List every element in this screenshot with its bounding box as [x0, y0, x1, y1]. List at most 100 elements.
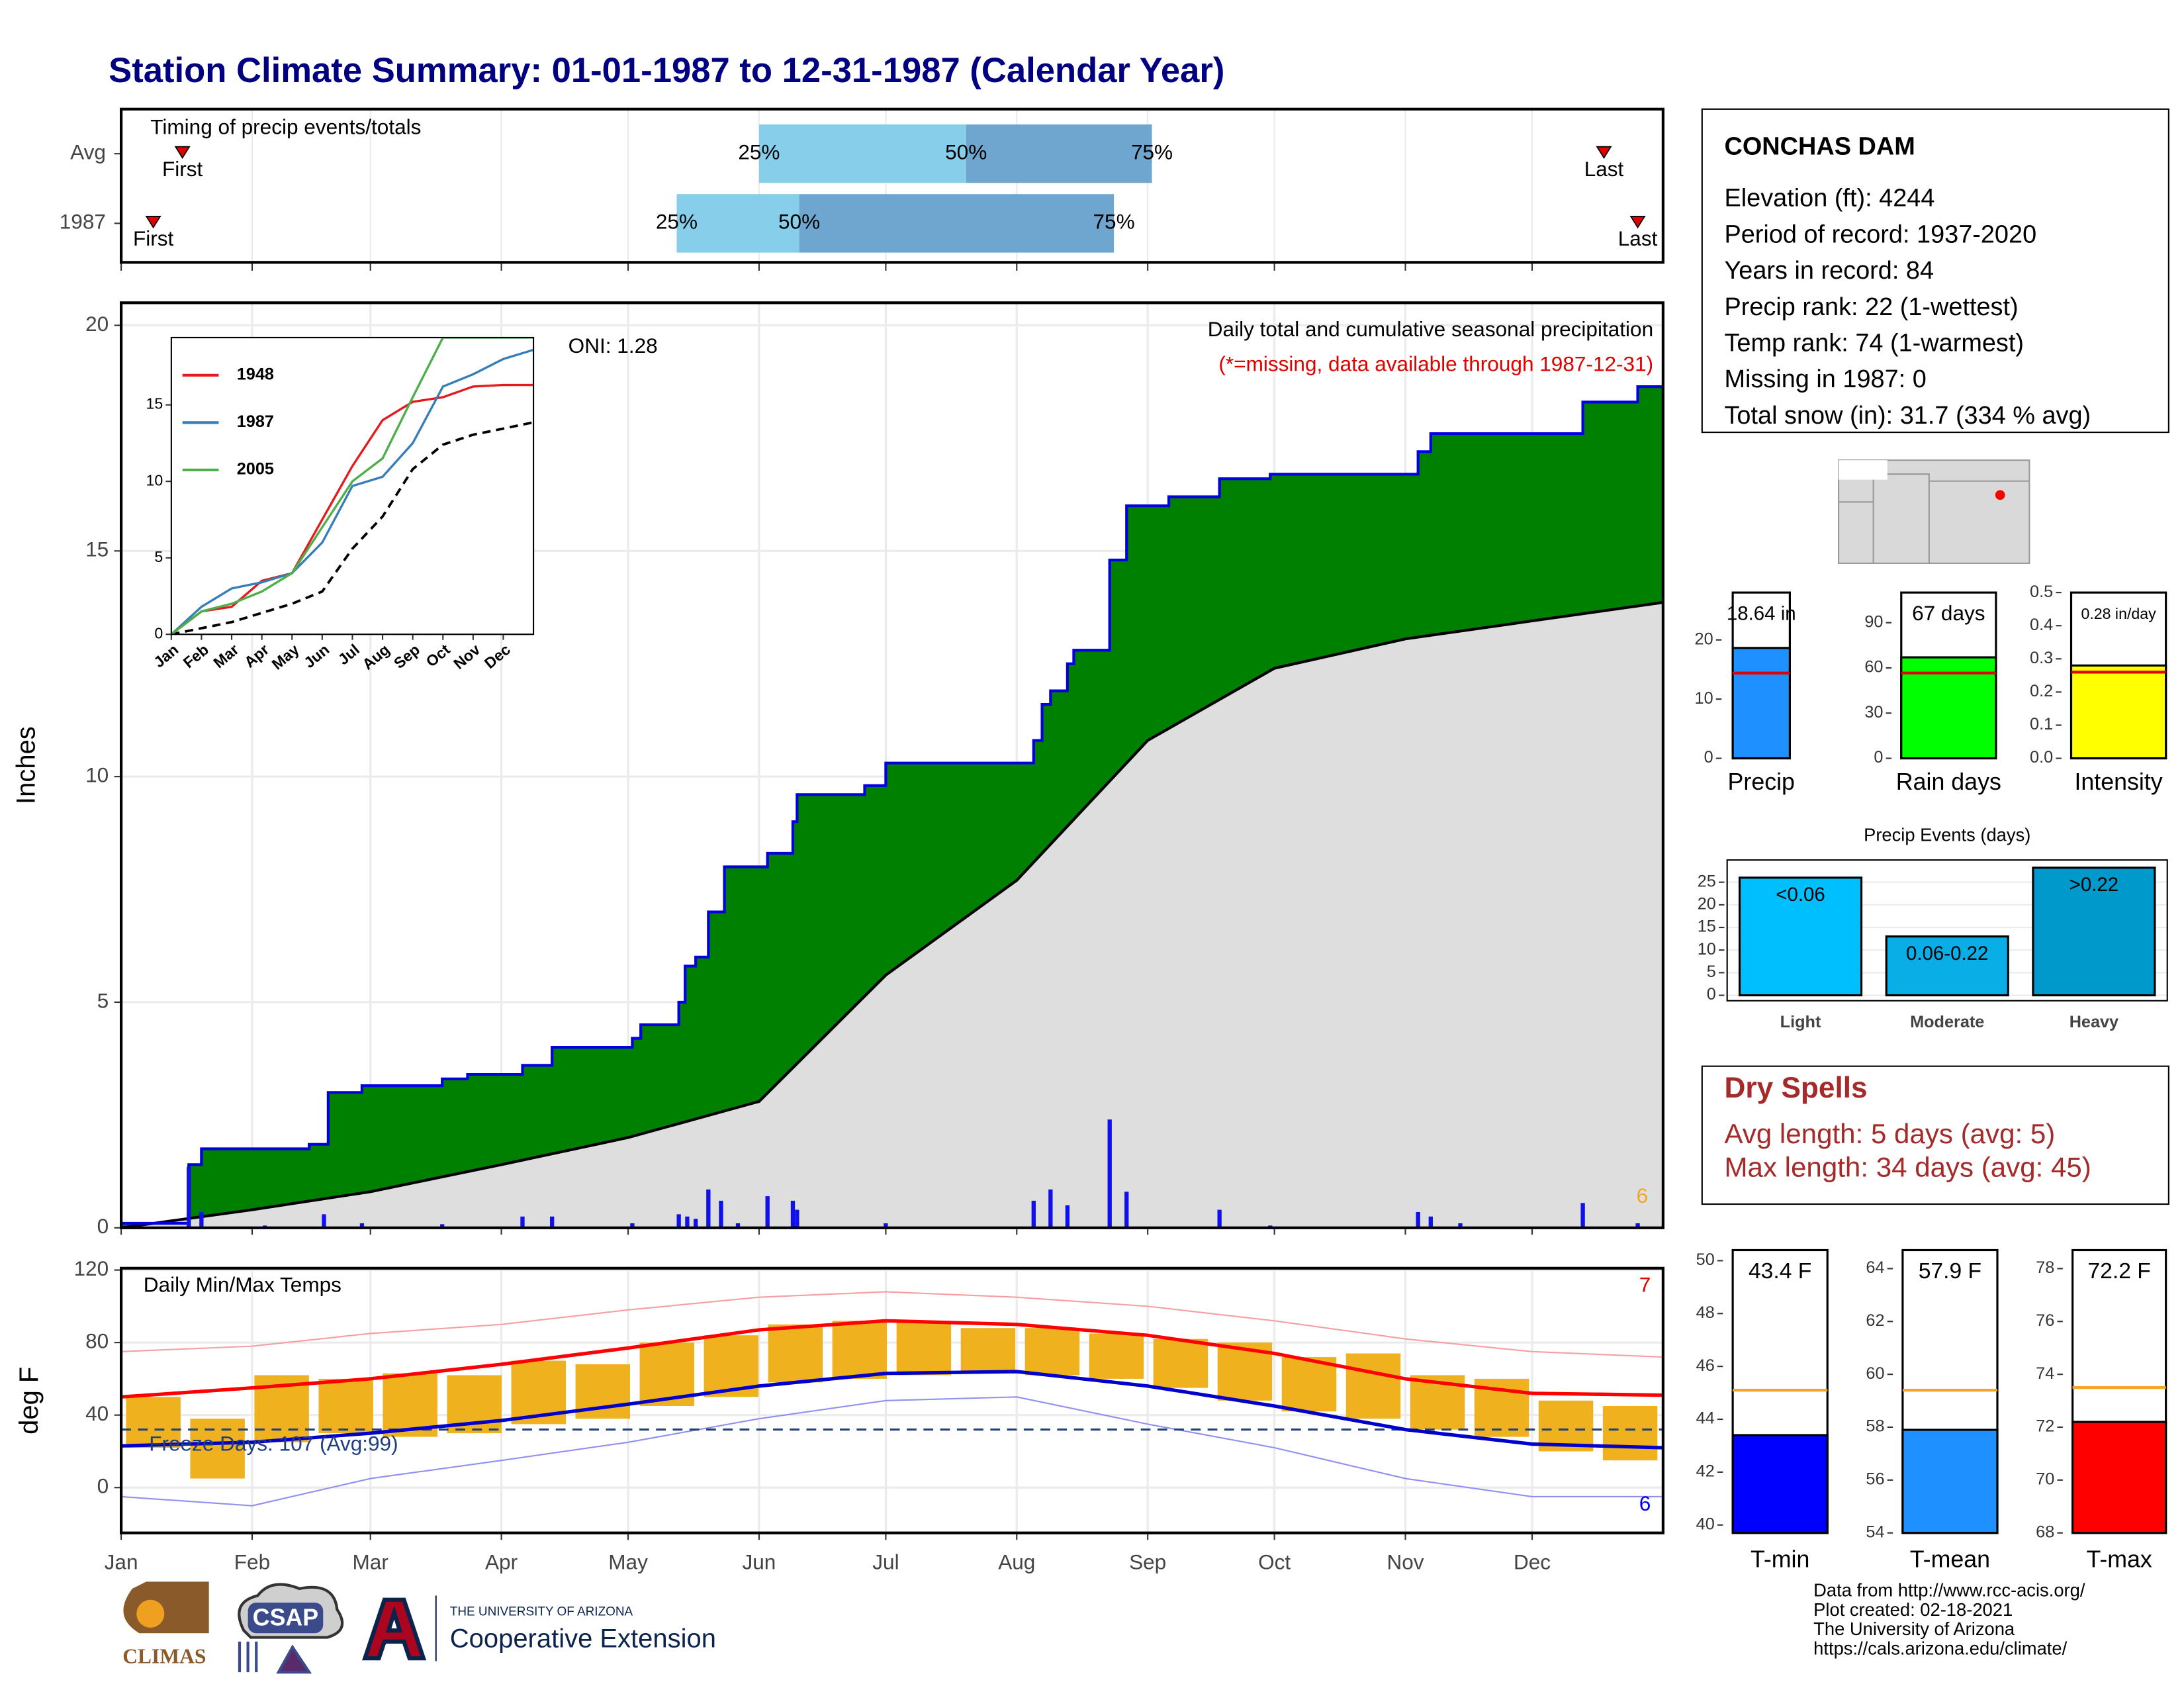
y-tick-label: 0: [1874, 748, 1883, 767]
x-tick-label: Apr: [485, 1550, 518, 1573]
daily-bar: [1580, 1203, 1585, 1228]
value-label: 57.9 F: [1919, 1259, 1981, 1284]
credit-line: The University of Arizona: [1813, 1618, 2015, 1639]
daily-bar: [1031, 1200, 1036, 1228]
y-tick-label: 72: [2036, 1417, 2054, 1436]
daily-bar: [1416, 1211, 1420, 1228]
y-tick-label: 0: [97, 1214, 109, 1238]
event-label: Last: [1584, 157, 1624, 181]
x-tick-label: Jun: [742, 1550, 776, 1573]
event-marker: [174, 146, 191, 160]
quartile-bar: [799, 194, 1115, 253]
record-high-line: [121, 1291, 1663, 1358]
average-line: [171, 421, 534, 635]
coop-extension: Cooperative Extension: [450, 1624, 716, 1653]
low-count: 6: [1639, 1491, 1651, 1515]
temp-bar: [126, 1397, 181, 1448]
event-label: First: [133, 226, 174, 250]
average-area: [121, 602, 1663, 1228]
y-tick-label: 0: [1704, 748, 1713, 767]
x-tick-label: Moderate: [1910, 1013, 1984, 1031]
x-tick-label: Feb: [234, 1550, 270, 1573]
ua-logo: [362, 1597, 427, 1661]
row-label: 1987: [60, 210, 106, 234]
station-line: Precip rank: 22 (1-wettest): [1724, 293, 2018, 321]
bar: [2071, 1421, 2167, 1534]
daily-bar: [735, 1223, 741, 1228]
percentile-label: 50%: [778, 210, 820, 234]
daily-bar: [440, 1224, 445, 1228]
temp-bar: [1089, 1333, 1144, 1379]
event-marker: [145, 216, 161, 229]
y-tick-label: 0: [97, 1474, 109, 1498]
bar: [2070, 664, 2167, 760]
y-tick-label: 0.0: [2030, 748, 2053, 767]
value-label: 72.2 F: [2087, 1259, 2150, 1284]
panel-title: Timing of precip events/totals: [150, 115, 421, 139]
temp-bar: [896, 1321, 952, 1376]
y-tick-label: 78: [2036, 1258, 2054, 1277]
climas-text: CLIMAS: [122, 1644, 206, 1667]
y-tick-label: 60: [1866, 1364, 1884, 1383]
daily-bar: [359, 1223, 365, 1228]
y-tick-label: 44: [1696, 1409, 1715, 1428]
credit-line: https://cals.arizona.edu/climate/: [1813, 1638, 2067, 1659]
event-marker: [1629, 216, 1646, 229]
x-tick-label: T-min: [1751, 1546, 1809, 1572]
temp-bar: [1024, 1328, 1080, 1376]
legend-label: 1987: [237, 412, 274, 431]
x-tick-label: Aug: [998, 1550, 1035, 1573]
daily-bar: [1458, 1223, 1463, 1228]
y-tick-label: 30: [1864, 703, 1883, 722]
y-tick-label: 62: [1866, 1311, 1884, 1330]
avg-max-line: [120, 1319, 1663, 1399]
location-map: [1838, 459, 2030, 564]
temp-bar: [768, 1324, 823, 1383]
daily-bar: [694, 1219, 698, 1228]
y-tick-label: 10: [1698, 940, 1716, 959]
map-blank: [1839, 460, 1888, 480]
y-tick-label: 10: [1695, 689, 1713, 708]
x-tick-label: May: [608, 1550, 648, 1573]
panel-border: [119, 107, 1664, 264]
daily-bar: [1048, 1189, 1053, 1228]
y-tick-label: 40: [85, 1401, 109, 1425]
daily-bar: [676, 1214, 681, 1228]
y-tick-label: 48: [1696, 1303, 1715, 1322]
y-tick-label: 5: [97, 988, 109, 1012]
y-tick-label: 0.3: [2030, 649, 2053, 667]
x-tick-label: Jan: [105, 1550, 138, 1573]
series-line: [171, 348, 534, 635]
y-tick-label: 76: [2036, 1311, 2054, 1330]
high-count: 7: [1639, 1273, 1651, 1297]
series-line: [171, 383, 534, 635]
bar: [1885, 935, 2009, 997]
page-title: Station Climate Summary: 01-01-1987 to 1…: [109, 51, 1224, 90]
percentile-label: 50%: [945, 140, 987, 164]
climas-icon: [123, 1581, 209, 1634]
panel-border: [119, 301, 1664, 1229]
y-tick-label: 0.5: [2030, 583, 2053, 601]
count-label: 6: [1637, 1184, 1649, 1207]
bar-label: >0.22: [2070, 874, 2119, 896]
station-line: Missing in 1987: 0: [1724, 365, 1926, 393]
percentile-label: 75%: [1093, 210, 1135, 234]
y-tick-label: 70: [2036, 1470, 2054, 1489]
climas-sun: [136, 1599, 165, 1628]
y-tick-label: 0.2: [2030, 682, 2053, 700]
y-tick-label: 0.4: [2030, 616, 2053, 634]
dry-spells-title: Dry Spells: [1724, 1072, 1867, 1104]
record-low-line: [121, 1396, 1663, 1507]
y-tick-label: 90: [1864, 612, 1883, 631]
y-tick-label: 60: [1864, 658, 1883, 677]
bar: [1901, 1429, 1999, 1534]
credit-line: Data from http://www.rcc-acis.org/: [1813, 1579, 2085, 1600]
oni-label: ONI: 1.28: [569, 334, 658, 357]
chart-title: Precip Events (days): [1864, 825, 2030, 845]
percentile-label: 25%: [656, 210, 698, 234]
y-tick-label: 0: [1707, 985, 1716, 1004]
daily-bar: [884, 1223, 888, 1228]
daily-bar: [719, 1200, 723, 1228]
daily-bar: [1217, 1209, 1222, 1228]
